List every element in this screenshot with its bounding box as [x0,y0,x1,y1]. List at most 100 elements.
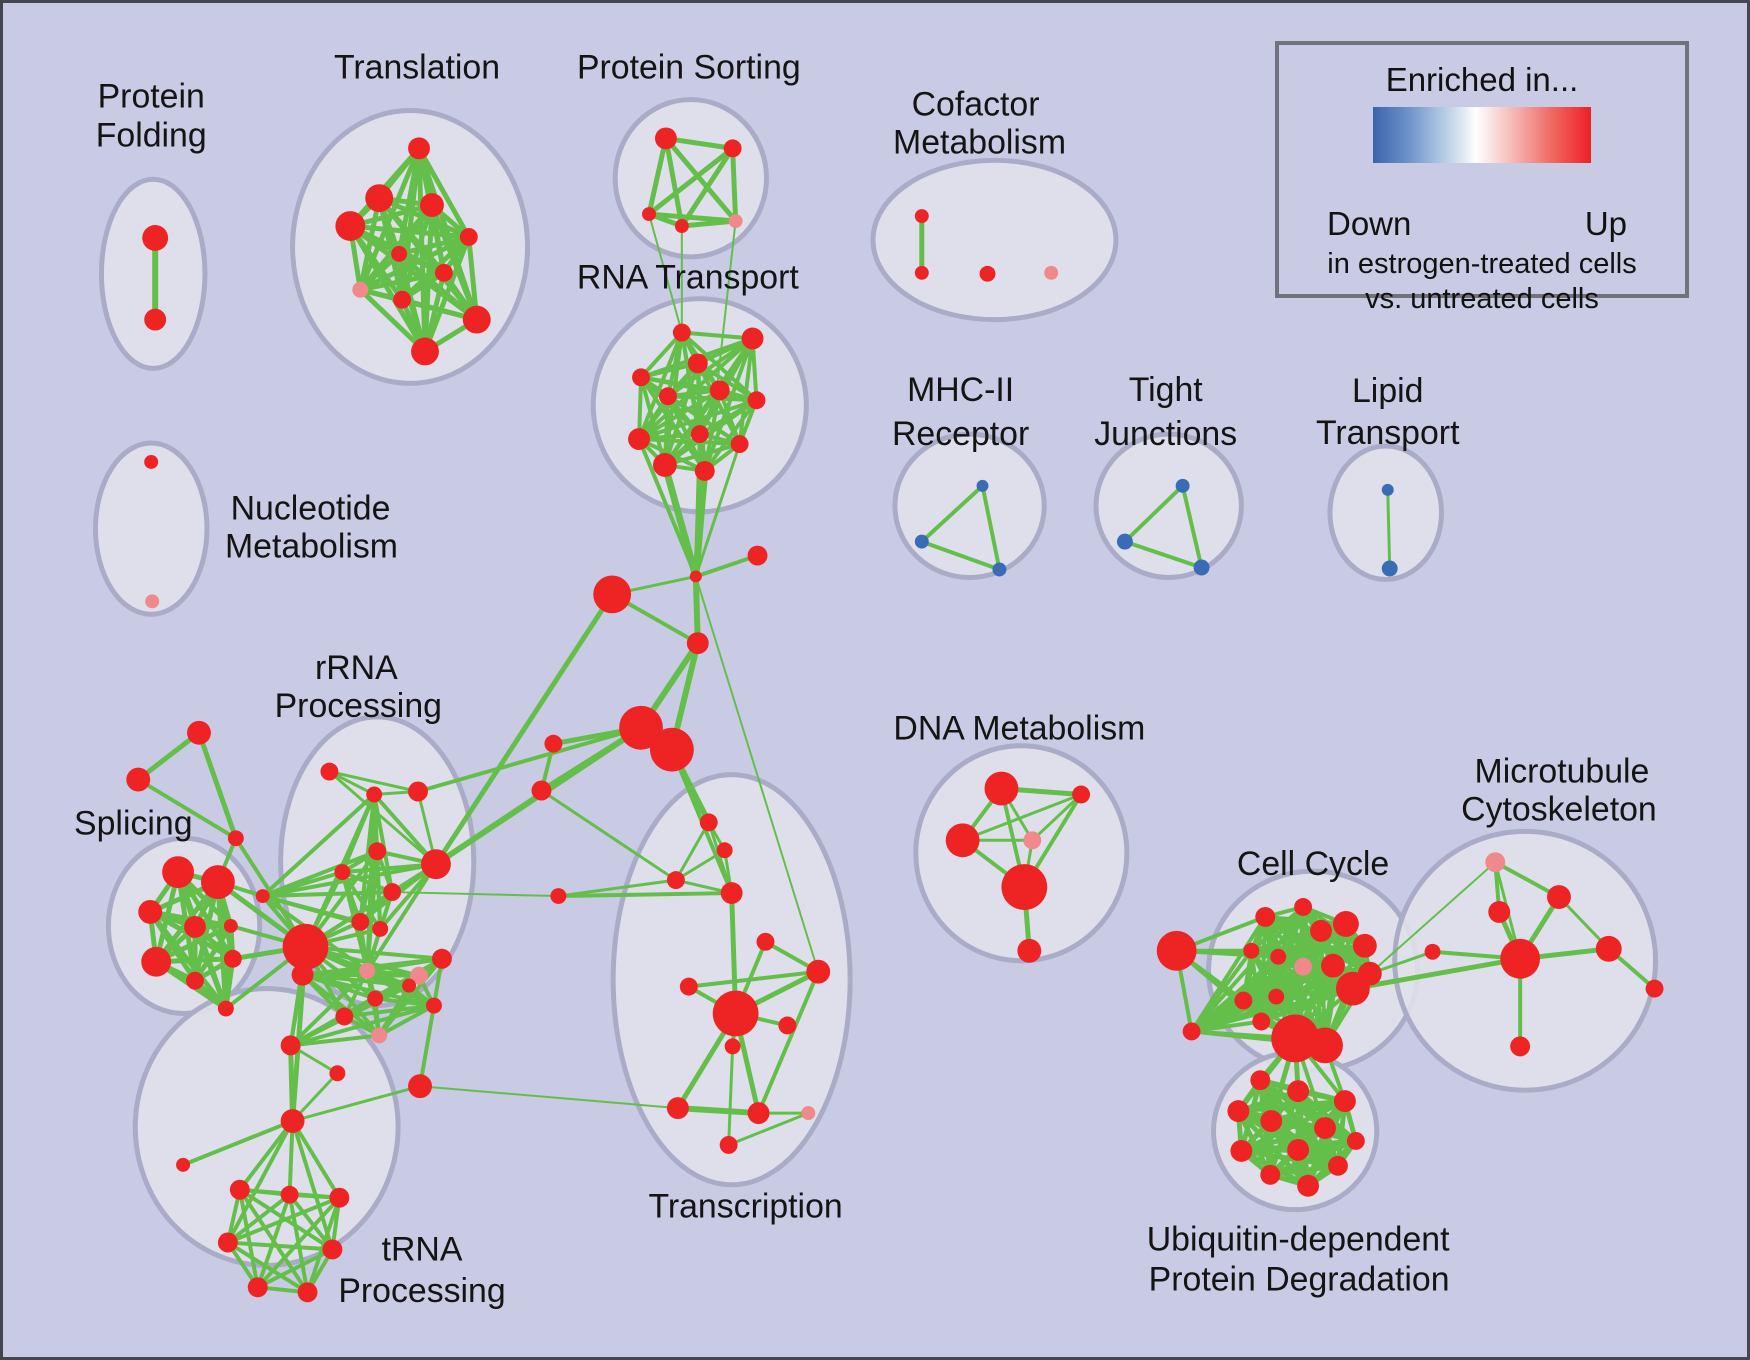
edge-n4-n5 [225,1240,335,1252]
cluster-ellipse-nucleotide-metabolism [92,440,210,617]
edge-r7-r10 [303,862,438,949]
edge-r12-r20 [365,956,444,973]
node-s8 [223,949,242,968]
node-rt9 [628,428,650,451]
node-h [280,1109,305,1133]
edge-rt7-rt11 [662,398,759,467]
cluster-label-17: Splicing [74,804,192,842]
node-n7 [297,1282,318,1303]
node-rt2 [741,327,764,350]
node-rt12 [694,460,715,481]
node-n6 [247,1277,268,1298]
node-r9 [372,920,389,937]
node-n4 [217,1232,238,1253]
cluster-label-14: Transport [1316,414,1460,452]
node-u12 [1297,1174,1320,1197]
edge-n2-n4 [225,1192,292,1245]
node-r19 [410,966,428,985]
cluster-label-16: Processing [275,687,442,725]
edge-h-n3 [290,1119,342,1200]
cluster-label-3: Protein Sorting [577,49,801,87]
node-tj1 [1175,478,1190,493]
edge-r7-x3 [433,591,615,867]
cluster-label-7: Nucleotide [231,490,391,528]
node-cm2 [914,265,929,280]
node-c12 [1234,991,1253,1010]
node-nm2 [145,594,160,609]
edge-n3-n7 [305,1195,342,1295]
node-s6 [141,946,172,977]
edge-c4-c15 [1189,921,1348,1034]
node-c3 [1310,919,1332,942]
edge-rt1-rt2 [679,330,755,341]
edge-h-n5 [290,1119,335,1252]
node-u5 [1260,1110,1283,1132]
node-ps2 [723,139,742,158]
edge-rt9-rt10 [637,437,742,447]
node-d3 [945,823,980,858]
edge-ps2-ps4 [679,145,736,229]
node-r21 [425,997,442,1014]
node-u6 [1314,1117,1336,1139]
node-s3 [138,900,163,924]
legend-caption-2: vs. untreated cells [1365,283,1599,315]
edge-u3-u4 [1235,1098,1348,1114]
cluster-label-11: Tight [1129,371,1204,409]
edge-rt2-rt12 [702,336,755,473]
edge-rt8-x1 [693,432,702,579]
node-rt3 [687,353,708,374]
edge-tr10-tr14 [727,1044,735,1147]
node-mt3 [1488,901,1511,923]
node-tr6 [679,977,698,996]
cluster-label-4: Cofactor [912,86,1040,124]
node-r22 [402,978,417,993]
node-u10 [1327,1155,1348,1176]
node-x7 [544,734,563,753]
edge-c5-c7 [1276,943,1367,959]
cluster-label-9: MHC-II [907,371,1014,409]
edge-x1-tr7 [694,575,820,973]
edge-t5-t6 [396,234,472,257]
edge-r15-r16 [288,1033,382,1048]
node-r1 [320,762,339,781]
node-rt4 [632,368,650,387]
node-ps5 [728,214,743,229]
node-x8 [531,780,552,801]
node-r10 [282,923,329,970]
edge-c13-c15 [1189,994,1279,1034]
edge-x9-tr4 [556,891,734,899]
node-x3 [593,575,632,614]
node-r8 [351,912,370,931]
node-mt1 [1485,852,1506,873]
edge-rt7-rt9 [637,398,759,442]
node-r18 [255,889,270,904]
node-d6 [1017,938,1042,963]
legend: Enriched in... Down Up in estrogen-treat… [1275,41,1689,315]
node-ps4 [674,219,689,233]
edge-ps2-ps5 [730,145,739,224]
edge-h-n2 [287,1119,295,1197]
edge-r15-r20 [377,956,444,1038]
cluster-label-5: Metabolism [893,123,1066,161]
node-t3 [420,193,444,218]
edge-ps2-ps3 [646,145,736,217]
node-tr11 [666,1097,689,1120]
edge-t5-t8 [357,234,472,293]
edge-t7-t8 [357,270,447,293]
node-cm4 [1044,265,1059,280]
node-t5 [459,228,478,246]
node-c9 [1321,953,1345,978]
edge-tj1-tj3 [1180,483,1204,570]
edge-n1-n6 [237,1187,260,1290]
node-tr1 [699,813,718,832]
edge-u6-u8 [1238,1125,1328,1154]
node-r6 [383,883,402,902]
cluster-label-1: Folding [96,116,207,154]
node-c6 [1243,942,1260,959]
edge-r23-h [291,1084,422,1123]
node-v3 [227,830,244,847]
node-d5 [1001,864,1048,910]
edge-tr7-tr12 [756,969,821,1116]
edge-rt9-rt12 [637,437,707,473]
